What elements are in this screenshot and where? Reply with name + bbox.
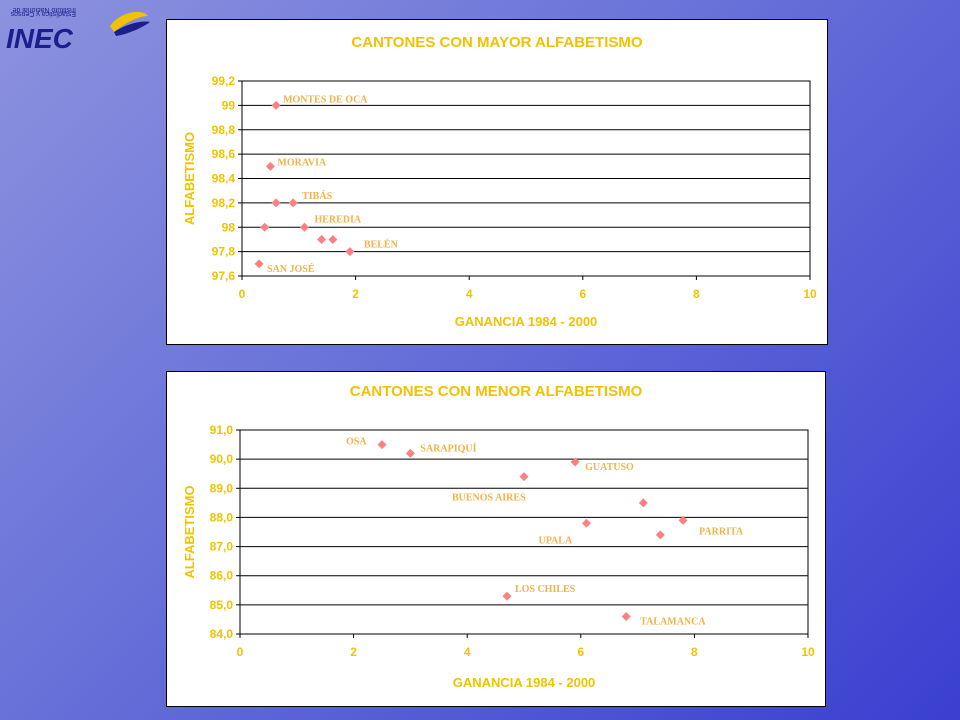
x-tick-label: 6 <box>579 287 586 301</box>
x-tick-label: 6 <box>577 645 584 659</box>
inec-logo-graphic: Instituto Nacional de Estadística y Cens… <box>6 6 150 54</box>
scatter-point <box>621 612 631 622</box>
scatter-point <box>345 247 355 257</box>
y-tick-label: 98,2 <box>212 196 236 210</box>
chart-top-svg: CANTONES CON MAYOR ALFABETISMO 97,6 97,8 98… <box>166 19 828 345</box>
point-label: BELÉN <box>364 239 399 251</box>
point-label: SARAPIQUÍ <box>420 442 476 454</box>
chart-title: CANTONES CON MENOR ALFABETISMO <box>350 383 643 400</box>
y-tick-label: 87,0 <box>210 540 234 554</box>
plot-area-frame <box>239 429 809 635</box>
scatter-point <box>260 222 270 232</box>
x-axis-label: GANANCIA 1984 - 2000 <box>455 314 598 329</box>
point-label: GUATUSO <box>585 462 634 473</box>
chart-panel-background <box>166 371 826 707</box>
point-label: PARRITA <box>699 526 744 537</box>
chart-panel-bottom: CANTONES CON MENOR ALFABETISMO 84,0 85,0 86… <box>166 371 826 707</box>
y-tick-label: 98,6 <box>212 147 236 161</box>
chart-panel-background <box>166 19 828 345</box>
y-tick-label: 85,0 <box>210 598 234 612</box>
scatter-point <box>405 448 415 458</box>
scatter-point <box>519 472 529 482</box>
x-tick-label: 10 <box>801 645 815 659</box>
x-tick-label: 4 <box>466 287 473 301</box>
point-label: UPALA <box>538 535 572 546</box>
point-label: TALAMANCA <box>640 617 706 628</box>
y-tick-label: 88,0 <box>210 510 234 524</box>
x-tick-label: 10 <box>803 287 817 301</box>
scatter-point <box>299 222 309 232</box>
chart-bottom-svg: CANTONES CON MENOR ALFABETISMO84,085,086… <box>166 371 826 707</box>
y-tick-label: 98,4 <box>212 172 236 186</box>
scatter-point <box>570 457 580 467</box>
y-tick-label: 97,8 <box>212 245 236 259</box>
scatter-point <box>265 161 275 171</box>
scatter-point <box>271 100 281 110</box>
point-label: TIBÁS <box>302 190 332 202</box>
x-tick-label: 8 <box>691 645 698 659</box>
scatter-point <box>581 518 591 528</box>
scatter-point <box>655 530 665 540</box>
y-tick-label: 97,6 <box>212 269 236 283</box>
y-tick-label: 84,0 <box>210 627 234 641</box>
logo-swoosh-shape <box>110 11 148 32</box>
y-tick-label: 90,0 <box>210 452 234 466</box>
x-tick-label: 0 <box>239 287 246 301</box>
scatter-point <box>317 234 327 244</box>
point-label: BUENOS AIRES <box>452 493 526 504</box>
point-label: MONTES DE OCA <box>283 94 368 105</box>
scatter-point <box>502 591 512 601</box>
scatter-point <box>377 440 387 450</box>
point-label: HEREDIA <box>314 214 361 225</box>
chart-panel-top: CANTONES CON MAYOR ALFABETISMO 97,6 97,8 98… <box>166 19 828 345</box>
x-tick-label: 2 <box>352 287 359 301</box>
x-tick-label: 4 <box>464 645 471 659</box>
scatter-point <box>678 515 688 525</box>
y-tick-label: 99 <box>222 98 236 112</box>
y-axis-label: ALFABETISMO <box>182 132 197 225</box>
y-tick-label: 98,8 <box>212 123 236 137</box>
logo-tagline-1: Instituto Nacional de <box>12 6 76 13</box>
y-axis-label: ALFABETISMO <box>182 485 197 578</box>
y-tick-label: 91,0 <box>210 423 234 437</box>
logo-swoosh-shadow <box>114 21 150 36</box>
scatter-point <box>254 259 264 269</box>
y-tick-label: 89,0 <box>210 481 234 495</box>
point-label: LOS CHILES <box>515 584 576 595</box>
scatter-point <box>288 198 298 208</box>
chart-title: CANTONES CON MAYOR ALFABETISMO <box>351 34 642 51</box>
x-tick-label: 8 <box>693 287 700 301</box>
y-tick-label: 86,0 <box>210 569 234 583</box>
x-tick-label: 2 <box>350 645 357 659</box>
x-tick-label: 0 <box>237 645 244 659</box>
point-label: SAN JOSÉ <box>267 263 315 275</box>
scatter-point <box>328 234 338 244</box>
plot-area-frame <box>241 80 811 277</box>
logo-tagline-2: Estadística y Censos <box>10 10 76 17</box>
x-axis-label: GANANCIA 1984 - 2000 <box>453 675 596 690</box>
y-tick-label: 98 <box>222 220 236 234</box>
y-tick-label: 99,2 <box>212 74 236 88</box>
scatter-point <box>638 498 648 508</box>
point-label: MORAVIA <box>277 157 326 168</box>
point-label: OSA <box>346 437 367 448</box>
inec-logo: Instituto Nacional de Estadística y Cens… <box>2 2 152 54</box>
logo-text: INEC <box>6 23 74 52</box>
scatter-point <box>271 198 281 208</box>
